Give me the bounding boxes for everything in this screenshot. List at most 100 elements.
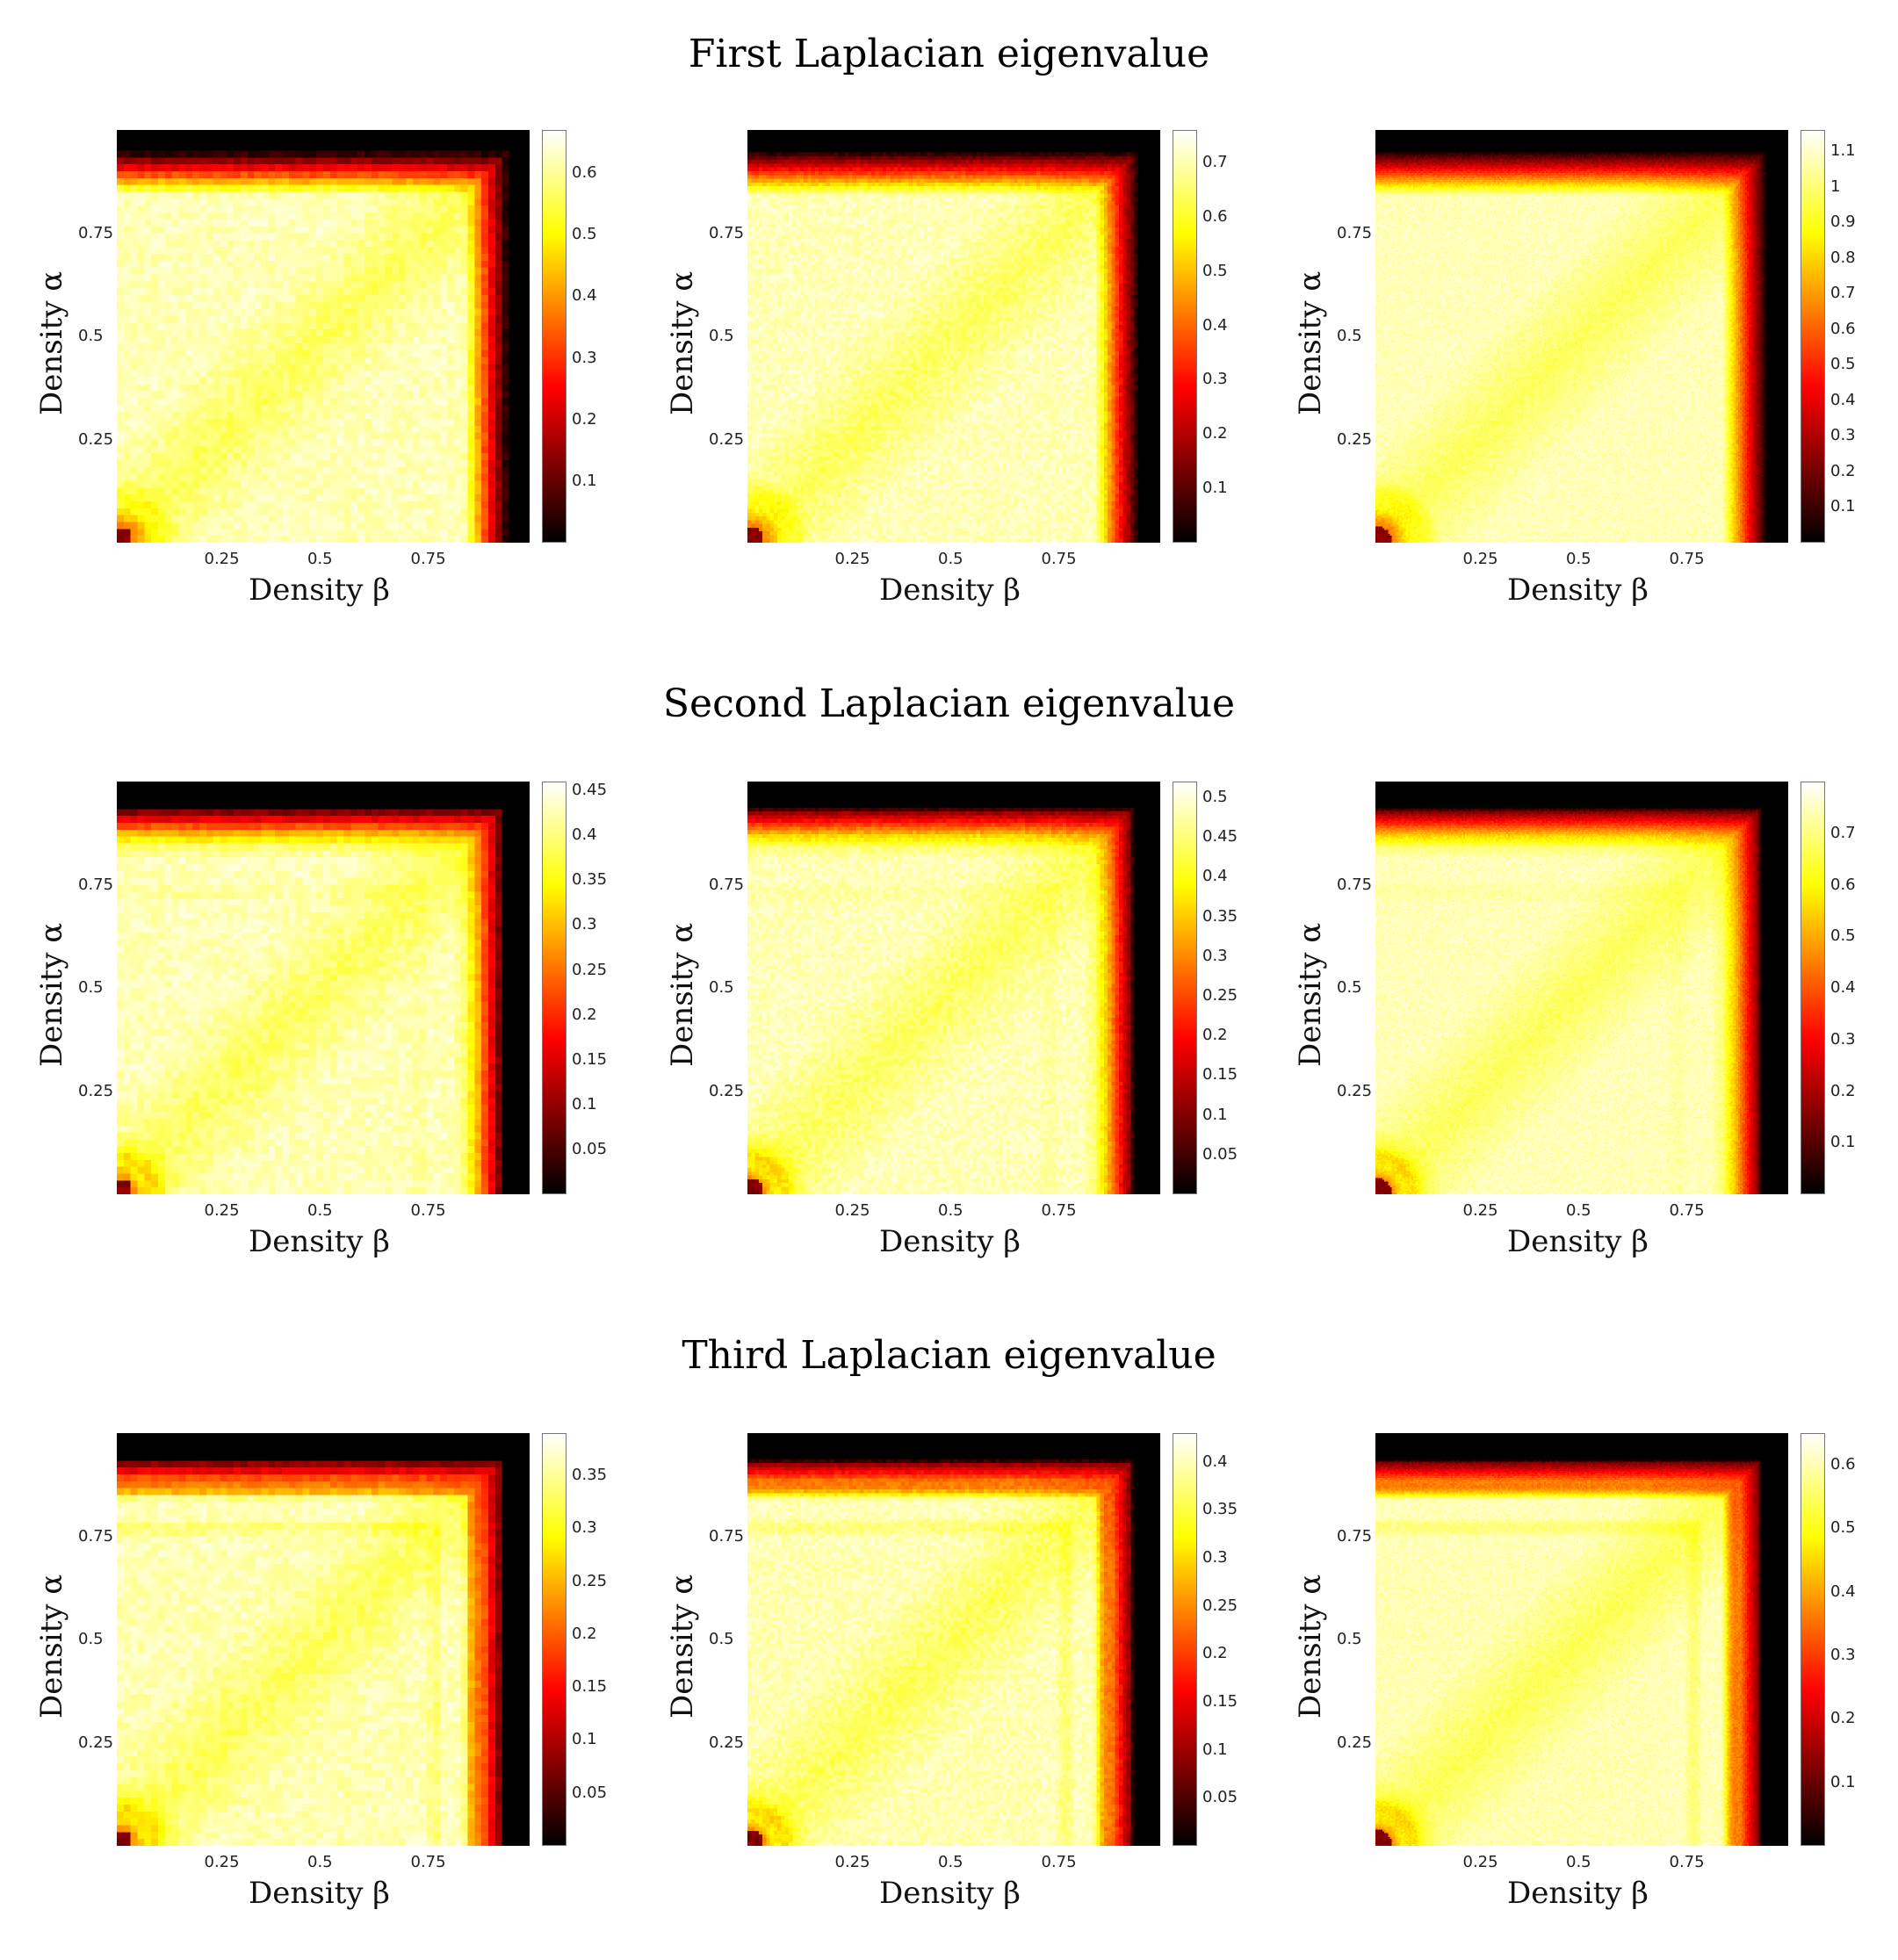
x-tick-label: 0.75 xyxy=(1669,1201,1705,1220)
colorbar-tick-label: 0.5 xyxy=(1202,261,1228,280)
colorbar-tick-label: 0.5 xyxy=(1202,788,1228,807)
y-tick-label: 0.5 xyxy=(1337,327,1362,345)
x-tick-label: 0.5 xyxy=(938,1201,963,1220)
y-tick-label: 0.75 xyxy=(78,875,114,894)
colorbar-tick-label: 0.05 xyxy=(1202,1144,1238,1164)
colorbar-tick-label: 0.05 xyxy=(572,1783,608,1802)
colorbar xyxy=(1801,782,1825,1194)
y-axis-label: Density α xyxy=(665,922,700,1067)
colorbar-tick-label: 0.4 xyxy=(1830,978,1856,997)
x-tick-label: 0.5 xyxy=(1566,550,1591,568)
heatmap-panel: 0.1 0.2 0.3 0.4 0.5 0.6 0.25 0.5 0.75 0.25 0.5 0.75… xyxy=(34,130,654,657)
y-tick-label: 0.25 xyxy=(709,1081,745,1100)
colorbar-tick-label: 0.05 xyxy=(1202,1788,1238,1807)
colorbar-tick-label: 0.5 xyxy=(1830,355,1856,374)
colorbar-tick-label: 0.3 xyxy=(572,915,597,934)
y-tick-label: 0.25 xyxy=(78,1733,114,1752)
colorbar-tick-label: 0.35 xyxy=(1202,906,1238,926)
y-axis-label: Density α xyxy=(34,1574,69,1719)
y-tick-label: 0.5 xyxy=(78,1630,104,1648)
x-tick-label: 0.75 xyxy=(1669,550,1705,568)
colorbar-tick-label: 0.1 xyxy=(572,1094,597,1113)
heatmap-panel: 0.05 0.1 0.15 0.2 0.25 0.3 0.35 0.4 0.45 0.5 0.25 0… xyxy=(665,782,1285,1308)
y-axis-label: Density α xyxy=(1293,922,1328,1067)
colorbar-tick-label: 0.3 xyxy=(1830,1029,1856,1048)
heatmap-image xyxy=(1375,130,1788,543)
colorbar-tick-label: 1.1 xyxy=(1830,141,1856,161)
colorbar-tick-label: 0.2 xyxy=(1830,1709,1856,1728)
colorbar-tick-label: 0.35 xyxy=(572,1466,608,1485)
y-tick-label: 0.25 xyxy=(78,429,114,449)
colorbar-tick-label: 0.45 xyxy=(1202,827,1238,847)
heatmap-image xyxy=(117,1433,530,1846)
x-tick-label: 0.25 xyxy=(1462,1853,1498,1871)
x-tick-label: 0.25 xyxy=(834,1853,870,1871)
y-tick-label: 0.5 xyxy=(1337,978,1362,997)
x-tick-label: 0.25 xyxy=(834,1201,870,1220)
x-axis-label: Density β xyxy=(879,573,1021,608)
colorbar-tick-label: 0.15 xyxy=(572,1677,608,1697)
y-tick-label: 0.75 xyxy=(709,223,745,242)
x-tick-label: 0.5 xyxy=(938,550,963,568)
colorbar-tick-label: 0.3 xyxy=(1202,1548,1228,1567)
x-axis-label: Density β xyxy=(249,573,390,608)
heatmap-panel: 0.05 0.1 0.15 0.2 0.25 0.3 0.35 0.4 0.25 0.5 0.75 0… xyxy=(665,1433,1285,1960)
colorbar-tick-label: 1 xyxy=(1830,177,1841,196)
colorbar-tick-label: 0.6 xyxy=(1830,875,1856,894)
colorbar-tick-label: 0.4 xyxy=(572,825,597,845)
colorbar-tick-label: 0.4 xyxy=(1202,315,1228,335)
y-tick-label: 0.25 xyxy=(78,1081,114,1100)
colorbar-tick-label: 0.5 xyxy=(1830,926,1856,946)
y-tick-label: 0.75 xyxy=(709,1526,745,1546)
y-tick-label: 0.25 xyxy=(1337,1081,1373,1100)
colorbar-tick-label: 0.3 xyxy=(1202,370,1228,389)
row-title-first: First Laplacian eigenvalue xyxy=(688,32,1210,76)
y-tick-label: 0.25 xyxy=(709,429,745,449)
colorbar-tick-label: 0.6 xyxy=(572,163,597,183)
row-title-second: Second Laplacian eigenvalue xyxy=(662,681,1236,726)
colorbar-tick-label: 0.6 xyxy=(1830,319,1856,338)
x-tick-label: 0.5 xyxy=(307,1853,333,1871)
colorbar-tick-label: 0.1 xyxy=(1202,1105,1228,1124)
colorbar-tick-label: 0.3 xyxy=(572,1518,597,1538)
colorbar-tick-label: 0.2 xyxy=(572,409,597,429)
x-tick-label: 0.75 xyxy=(410,550,446,568)
y-tick-label: 0.25 xyxy=(1337,1733,1373,1752)
colorbar xyxy=(542,782,567,1194)
y-tick-label: 0.75 xyxy=(1337,875,1373,894)
y-axis-label: Density α xyxy=(1293,1574,1328,1719)
heatmap-panel: 0.1 0.2 0.3 0.4 0.5 0.6 0.7 0.25 0.5 0.75 0.25 0.5 0… xyxy=(665,130,1285,657)
colorbar-tick-label: 0.2 xyxy=(1202,1026,1228,1045)
colorbar-tick-label: 0.1 xyxy=(572,471,597,490)
colorbar xyxy=(1173,782,1197,1194)
heatmap-panel: 0.1 0.2 0.3 0.4 0.5 0.6 0.7 0.8 0.9 1 1.1 0.25 0.5 0.… xyxy=(1293,130,1898,657)
x-tick-label: 0.25 xyxy=(204,550,240,568)
colorbar-tick-label: 0.25 xyxy=(1202,1596,1238,1615)
colorbar-tick-label: 0.35 xyxy=(572,870,608,890)
colorbar-tick-label: 0.1 xyxy=(1202,479,1228,498)
x-axis-label: Density β xyxy=(249,1224,390,1259)
x-tick-label: 0.5 xyxy=(938,1853,963,1871)
x-tick-label: 0.25 xyxy=(1462,550,1498,568)
heatmap-panel: 0.1 0.2 0.3 0.4 0.5 0.6 0.25 0.5 0.75 0.25 0.5 0.75… xyxy=(1293,1433,1898,1960)
x-axis-label: Density β xyxy=(879,1876,1021,1911)
y-tick-label: 0.5 xyxy=(78,327,104,345)
y-tick-label: 0.75 xyxy=(78,223,114,242)
colorbar-tick-label: 0.4 xyxy=(1830,1582,1856,1601)
x-tick-label: 0.25 xyxy=(204,1853,240,1871)
colorbar-tick-label: 0.15 xyxy=(1202,1065,1238,1084)
y-axis-label: Density α xyxy=(665,1574,700,1719)
colorbar xyxy=(1173,130,1197,543)
y-tick-label: 0.5 xyxy=(78,978,104,997)
colorbar-tick-label: 0.2 xyxy=(1830,461,1856,480)
y-tick-label: 0.75 xyxy=(1337,223,1373,242)
colorbar-tick-label: 0.1 xyxy=(1830,1772,1856,1791)
y-tick-label: 0.25 xyxy=(709,1733,745,1752)
colorbar-tick-label: 0.1 xyxy=(1202,1740,1228,1759)
colorbar-tick-label: 0.25 xyxy=(1202,986,1238,1005)
y-axis-label: Density α xyxy=(665,270,700,415)
colorbar xyxy=(1801,130,1825,543)
colorbar-tick-label: 0.8 xyxy=(1830,248,1856,267)
colorbar-tick-label: 0.9 xyxy=(1830,213,1856,232)
x-tick-label: 0.75 xyxy=(410,1853,446,1871)
